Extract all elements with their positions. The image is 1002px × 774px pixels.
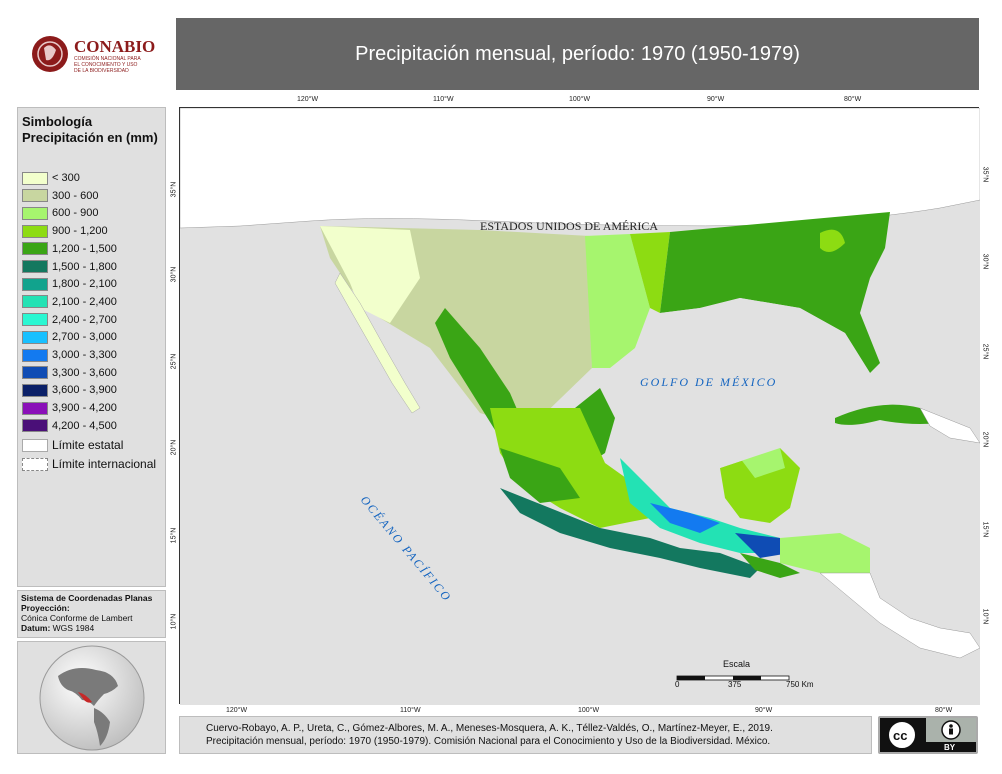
- legend-swatch: [22, 206, 48, 220]
- legend-label: 2,400 - 2,700: [52, 313, 117, 326]
- bottom-tick: 120°W: [226, 707, 248, 714]
- right-tick: 15°N: [981, 521, 989, 538]
- legend-panel: Simbología Precipitación en (mm) < 300 30…: [17, 107, 166, 587]
- legend-item: 3,300 - 3,600: [22, 365, 117, 381]
- left-tick: 10°N: [170, 613, 178, 630]
- bottom-tick: 80°W: [935, 707, 953, 714]
- top-tick: 120°W: [297, 96, 319, 103]
- legend-swatch: [22, 401, 48, 415]
- legend-swatch: [22, 277, 48, 291]
- page-title: Precipitación mensual, período: 1970 (19…: [176, 18, 979, 90]
- top-tick: 110°W: [433, 96, 454, 103]
- legend-label: 1,200 - 1,500: [52, 242, 117, 255]
- legend-item: 4,200 - 4,500: [22, 418, 117, 434]
- legend-item: 2,700 - 3,000: [22, 329, 117, 345]
- legend-swatch: [22, 383, 48, 397]
- legend-label: 2,100 - 2,400: [52, 295, 117, 308]
- left-tick: 20°N: [170, 439, 178, 456]
- legend-swatch: [22, 242, 48, 256]
- cc-license-badge[interactable]: cc BY: [878, 716, 978, 754]
- legend-swatch: [22, 366, 48, 380]
- legend-swatch: [22, 348, 48, 362]
- legend-swatch: [22, 189, 48, 203]
- coordinate-info: Sistema de Coordenadas Planas Proyección…: [17, 590, 166, 638]
- legend-label: < 300: [52, 172, 80, 184]
- legend-item: 3,000 - 3,300: [22, 347, 117, 363]
- legend-item: 1,500 - 1,800: [22, 259, 117, 275]
- legend-label: 4,200 - 4,500: [52, 419, 117, 432]
- legend-label: 3,000 - 3,300: [52, 349, 117, 361]
- logo-name: CONABIO: [74, 37, 156, 56]
- legend-label: 1,800 - 2,100: [52, 278, 117, 291]
- citation: Cuervo-Robayo, A. P., Ureta, C., Gómez-A…: [179, 716, 872, 754]
- top-tick: 80°W: [844, 96, 862, 103]
- legend-swatch: [22, 313, 48, 327]
- scale-title: Escala: [723, 659, 750, 669]
- legend-state-limit: Límite estatal: [22, 437, 123, 453]
- legend-item: 2,400 - 2,700: [22, 312, 117, 328]
- right-tick: 20°N: [981, 431, 989, 448]
- right-tick: 35°N: [981, 166, 989, 183]
- map-frame: ESTADOS UNIDOS DE AMÉRICA GOLFO DE MÉXIC…: [170, 96, 988, 714]
- legend-item: 300 - 600: [22, 188, 98, 204]
- legend-swatch: [22, 295, 48, 309]
- legend-swatch: [22, 224, 48, 238]
- scale-tick-2: 750 Km: [786, 680, 814, 689]
- legend-swatch: [22, 260, 48, 273]
- legend-intl-limit: Límite internacional: [22, 456, 156, 472]
- legend-label: 900 - 1,200: [52, 225, 108, 238]
- legend-item: 2,100 - 2,400: [22, 294, 117, 310]
- legend-label: 3,900 - 4,200: [52, 402, 117, 415]
- legend-item: 1,800 - 2,100: [22, 276, 117, 292]
- right-tick: 30°N: [981, 253, 989, 270]
- legend-label: 3,300 - 3,600: [52, 366, 117, 379]
- legend-heading: Simbología Precipitación en (mm): [22, 114, 158, 145]
- top-tick: 100°W: [569, 96, 591, 103]
- svg-text:cc: cc: [893, 728, 907, 743]
- right-tick: 25°N: [981, 343, 989, 360]
- legend-swatch: [22, 419, 48, 433]
- logo-subtitle: COMISIÓN NACIONAL PARA EL CONOCIMIENTO Y …: [74, 56, 141, 74]
- bottom-tick: 110°W: [400, 707, 421, 714]
- legend-item: < 300: [22, 170, 80, 186]
- legend-label: 3,600 - 3,900: [52, 384, 117, 397]
- scale-tick-0: 0: [675, 680, 680, 689]
- legend-swatch: [22, 171, 48, 185]
- left-tick: 25°N: [170, 353, 178, 370]
- legend-label: 1,500 - 1,800: [52, 260, 117, 273]
- usa-label: ESTADOS UNIDOS DE AMÉRICA: [480, 219, 658, 233]
- legend-item: 3,900 - 4,200: [22, 400, 117, 416]
- left-tick: 30°N: [170, 266, 178, 283]
- left-tick: 35°N: [170, 181, 178, 198]
- gulf-label: GOLFO DE MÉXICO: [640, 375, 777, 389]
- precipitation-map: ESTADOS UNIDOS DE AMÉRICA GOLFO DE MÉXIC…: [179, 107, 981, 705]
- svg-text:BY: BY: [944, 743, 956, 752]
- left-tick: 15°N: [170, 527, 178, 544]
- legend-item: 1,200 - 1,500: [22, 241, 117, 257]
- conabio-emblem: [32, 36, 68, 72]
- conabio-logo: CONABIO COMISIÓN NACIONAL PARA EL CONOCIM…: [18, 18, 176, 90]
- scale-tick-1: 375: [728, 680, 742, 689]
- legend-label: 600 - 900: [52, 207, 99, 220]
- legend-item: 900 - 1,200: [22, 223, 108, 239]
- legend-label: 300 - 600: [52, 189, 99, 202]
- bottom-tick: 100°W: [578, 707, 600, 714]
- globe-locator: [17, 641, 166, 754]
- legend-swatch: [22, 330, 48, 344]
- legend-label: 2,700 - 3,000: [52, 331, 117, 344]
- legend-item: 600 - 900: [22, 205, 98, 221]
- right-tick: 10°N: [981, 608, 989, 625]
- top-tick: 90°W: [707, 96, 725, 103]
- globe-icon: [39, 645, 145, 751]
- legend-item: 3,600 - 3,900: [22, 382, 117, 398]
- cc-by-icon: cc BY: [880, 718, 976, 752]
- bottom-tick: 90°W: [755, 707, 773, 714]
